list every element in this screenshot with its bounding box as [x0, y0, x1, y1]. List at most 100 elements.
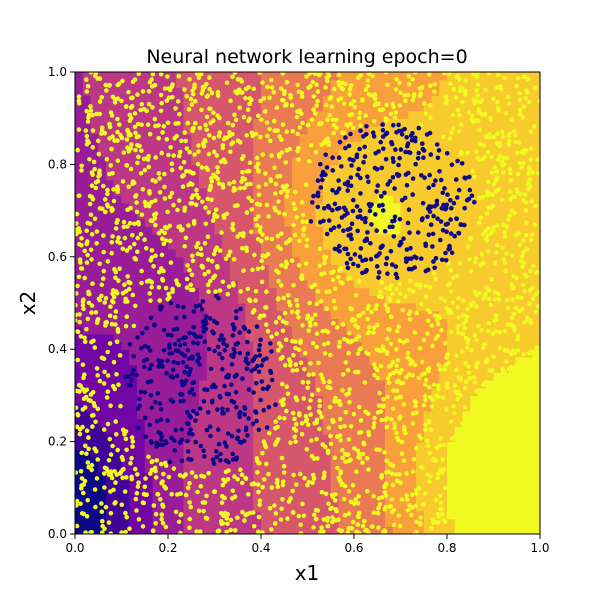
- point-class-1: [304, 74, 309, 79]
- contour-cell: [361, 480, 371, 489]
- contour-cell: [323, 410, 332, 420]
- contour-cell: [299, 295, 309, 304]
- contour-cell: [447, 356, 456, 366]
- contour-cell: [385, 395, 394, 404]
- contour-cell: [377, 195, 386, 204]
- contour-cell: [214, 372, 223, 381]
- contour-cell: [168, 295, 177, 304]
- contour-cell: [470, 441, 479, 450]
- contour-cell: [137, 333, 146, 343]
- contour-cell: [416, 395, 425, 404]
- contour-cell: [377, 218, 386, 227]
- point-class-1: [138, 231, 144, 237]
- contour-cell: [75, 395, 84, 404]
- contour-cell: [493, 318, 502, 327]
- contour-cell: [532, 72, 540, 81]
- contour-cell: [478, 241, 487, 250]
- point-class-1: [184, 146, 190, 151]
- contour-cell: [307, 164, 316, 173]
- contour-cell: [206, 310, 216, 319]
- contour-cell: [299, 333, 309, 343]
- contour-cell: [144, 449, 154, 458]
- contour-cell: [416, 495, 425, 504]
- contour-cell: [346, 356, 355, 366]
- contour-cell: [284, 110, 293, 119]
- contour-cell: [106, 356, 115, 366]
- contour-cell: [470, 102, 479, 112]
- contour-cell: [377, 503, 386, 512]
- point-class-1: [132, 124, 138, 130]
- contour-cell: [284, 264, 293, 273]
- point-class-1: [301, 513, 307, 518]
- contour-cell: [245, 241, 254, 250]
- point-class-1: [476, 110, 482, 116]
- contour-cell: [106, 480, 115, 489]
- contour-cell: [307, 464, 316, 473]
- contour-cell: [237, 387, 247, 396]
- contour-cell: [408, 118, 417, 127]
- contour-cell: [485, 457, 495, 466]
- contour-cell: [292, 464, 301, 473]
- contour-cell: [377, 380, 386, 389]
- contour-cell: [307, 202, 316, 212]
- contour-cell: [501, 518, 510, 527]
- contour-cell: [439, 156, 448, 165]
- point-class-1: [383, 302, 388, 308]
- contour-cell: [439, 264, 448, 273]
- contour-cell: [416, 303, 425, 312]
- contour-cell: [106, 241, 115, 250]
- contour-cell: [416, 364, 425, 373]
- contour-cell: [253, 125, 262, 135]
- contour-cell: [292, 133, 301, 142]
- contour-cell: [501, 480, 510, 489]
- contour-cell: [315, 149, 324, 158]
- contour-cell: [532, 457, 540, 466]
- contour-cell: [160, 418, 169, 427]
- contour-cell: [144, 472, 154, 481]
- contour-cell: [237, 202, 247, 212]
- contour-cell: [323, 295, 332, 304]
- point-class-1: [423, 397, 428, 403]
- point-class-1: [508, 171, 513, 176]
- contour-cell: [532, 295, 540, 304]
- contour-cell: [175, 202, 185, 212]
- contour-cell: [144, 95, 154, 104]
- point-class-1: [140, 187, 146, 192]
- contour-cell: [400, 503, 409, 512]
- contour-cell: [121, 349, 130, 358]
- contour-cell: [168, 495, 177, 504]
- contour-cell: [485, 310, 495, 319]
- contour-cell: [516, 518, 526, 527]
- contour-cell: [191, 164, 200, 173]
- contour-cell: [98, 441, 107, 450]
- point-class-1: [299, 94, 305, 99]
- contour-cell: [144, 264, 154, 273]
- point-class-1: [423, 422, 428, 428]
- contour-cell: [276, 156, 285, 165]
- contour-cell: [416, 133, 425, 142]
- point-class-1: [334, 325, 340, 330]
- contour-cell: [129, 510, 138, 520]
- contour-cell: [160, 256, 169, 266]
- contour-cell: [214, 510, 223, 520]
- contour-cell: [276, 310, 285, 319]
- point-class-1: [423, 377, 429, 383]
- point-class-1: [76, 274, 82, 280]
- contour-cell: [253, 433, 262, 443]
- point-class-1: [517, 529, 522, 534]
- contour-cell: [454, 118, 464, 127]
- contour-cell: [90, 372, 99, 381]
- contour-cell: [346, 326, 355, 335]
- point-class-1: [423, 427, 428, 433]
- contour-cell: [82, 272, 92, 281]
- point-class-1: [267, 126, 272, 132]
- contour-cell: [160, 249, 169, 258]
- contour-cell: [315, 372, 324, 381]
- contour-cell: [462, 279, 471, 289]
- contour-cell: [478, 303, 487, 312]
- contour-cell: [385, 141, 394, 150]
- point-class-1: [212, 489, 217, 494]
- contour-cell: [524, 356, 533, 366]
- contour-cell: [253, 333, 262, 343]
- contour-cell: [485, 118, 495, 127]
